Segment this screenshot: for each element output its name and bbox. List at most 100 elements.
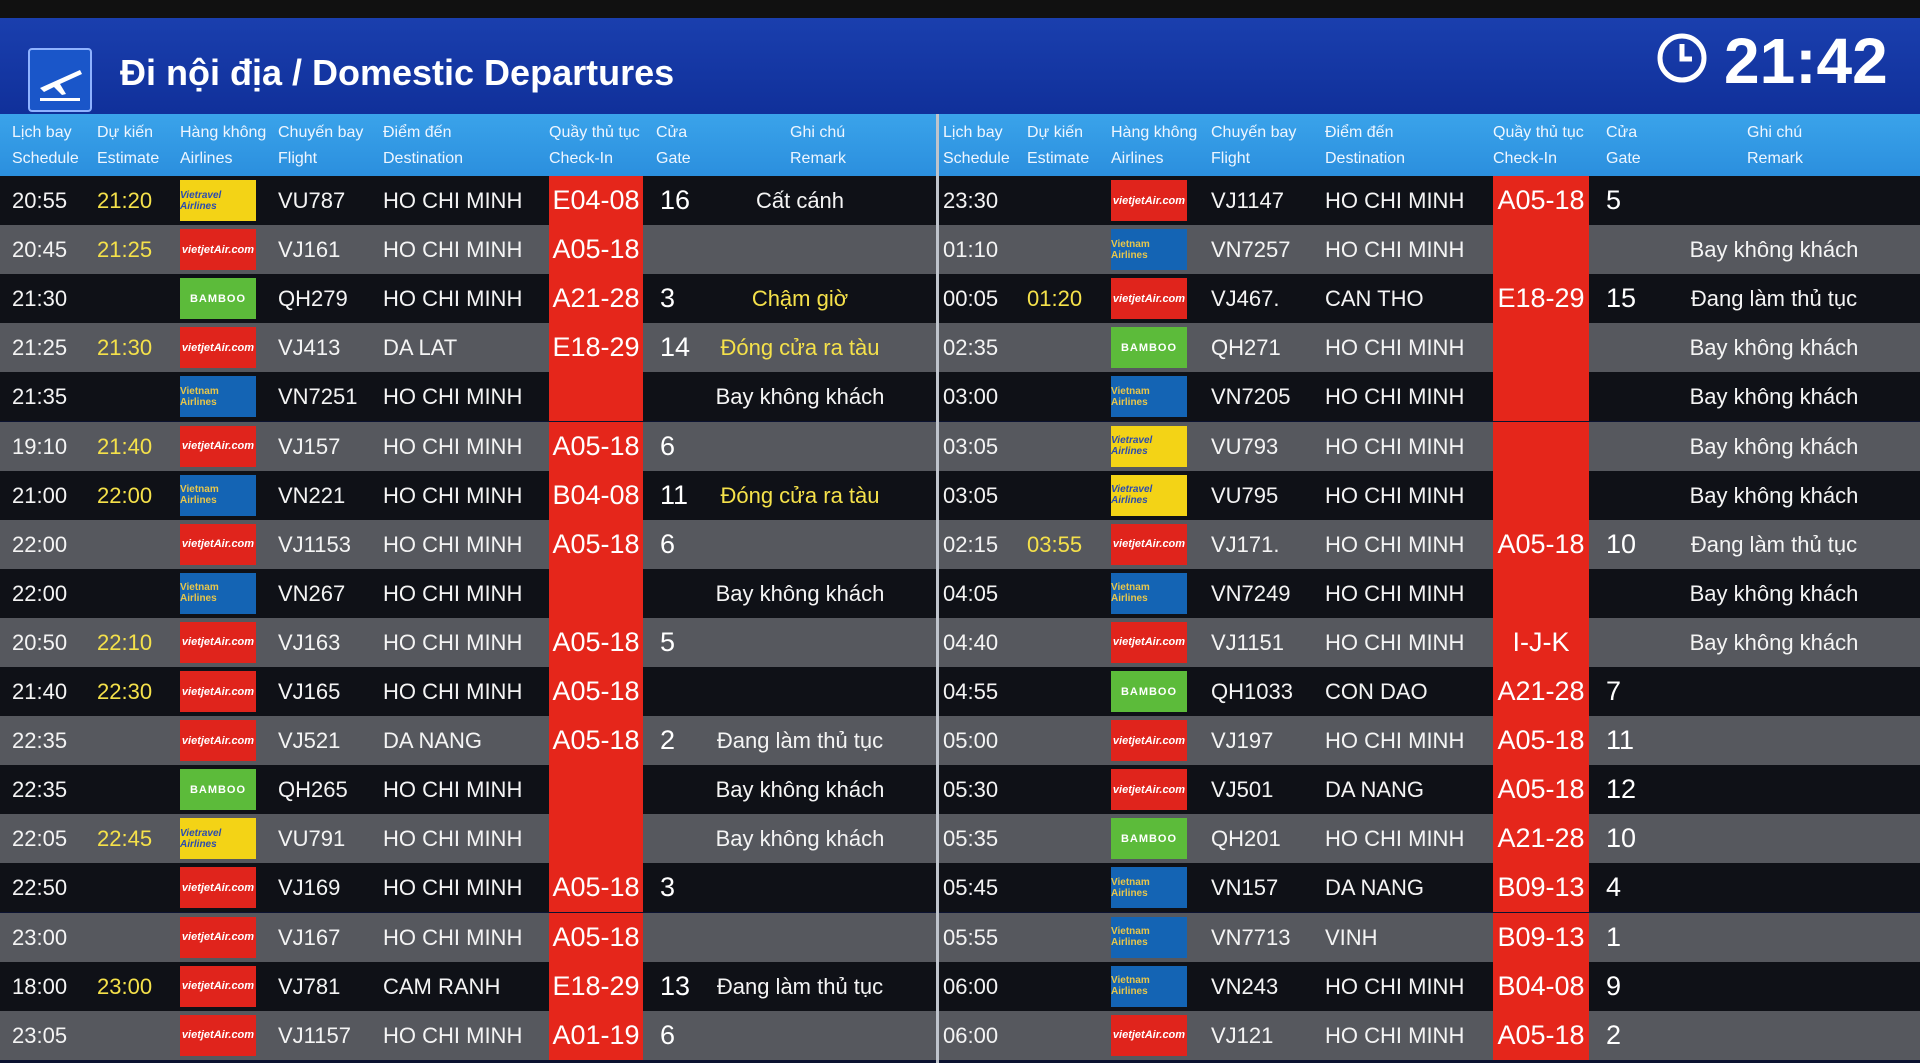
column-header-checkin-en: Check-In [1493,150,1558,167]
flight-number: VU787 [278,188,346,213]
schedule-time: 04:05 [943,580,999,606]
destination: HO CHI MINH [1325,237,1465,263]
remark-text: Cất cánh [755,188,845,213]
destination: DA NANG [1325,777,1425,803]
destination: HO CHI MINH [383,777,523,803]
remark-text [660,225,940,274]
remark-text [660,422,940,471]
flight-row: 22:05 22:45 Vietravel Airlines VU791 HO CHI … [0,814,936,864]
gate-number: 2 [660,725,676,756]
schedule-time: 18:00 [12,973,68,999]
column-header-flight-vi: Chuyến bay [278,124,364,141]
flight-row: 03:00 Vietnam Airlines VN7205 HO CHI MINH Ba… [939,372,1920,422]
destination: DA LAT [383,335,458,361]
checkin-counter [1493,421,1589,471]
remark-text [660,520,940,569]
column-header-schedule: Lịch bay Schedule [12,120,79,172]
remark-text [660,913,940,962]
airline-logo: vietjetAir.com [1111,720,1187,762]
flight-number: VN7249 [1211,580,1291,606]
schedule-time: 01:10 [943,237,999,263]
column-header-row: Lịch bay Schedule Dự kiến Estimate Hàng khôn… [939,114,1920,176]
schedule-time: 21:30 [12,286,68,312]
remark-text [660,1011,940,1060]
column-header-checkin: Quầy thủ tục Check-In [549,120,640,172]
schedule-time: 05:35 [943,826,999,852]
flight-row: 20:45 21:25 vietjetAir.com VJ161 HO CHI MINH… [0,225,936,275]
flight-number: VN243 [1211,973,1279,999]
schedule-time: 23:30 [943,188,999,213]
estimate-time: 03:55 [1027,531,1083,557]
airline-logo: vietjetAir.com [1111,621,1187,663]
estimate-time: 23:00 [97,973,153,999]
gate-number: 1 [1606,921,1622,952]
remark-text: Đang làm thủ tục [716,728,884,754]
schedule-time: 02:15 [943,531,999,557]
remark-text [1639,962,1909,1011]
destination: HO CHI MINH [383,384,523,410]
gate-number: 3 [660,872,676,903]
checkin-counter: A05-18 [1493,176,1589,225]
checkin-counter: A05-18 [1493,765,1589,815]
flight-number: QH265 [278,777,348,803]
remark-text: Bay không khách [715,580,885,606]
remark-text: Đang làm thủ tục [716,973,884,999]
airline-logo: vietjetAir.com [1111,1014,1187,1056]
airline-logo: Vietnam Airlines [180,376,256,418]
airline-logo: Vietravel Airlines [180,818,256,860]
destination: HO CHI MINH [383,924,523,950]
airline-logo: Vietnam Airlines [1111,376,1187,418]
airline-logo: BAMBOO [1111,671,1187,712]
checkin-counter [549,814,643,864]
checkin-counter: A05-18 [549,863,643,913]
airline-logo: vietjetAir.com [180,720,256,762]
flight-row: 18:00 23:00 vietjetAir.com VJ781 CAM RANH E18… [0,961,936,1011]
airline-logo: Vietnam Airlines [1111,965,1187,1007]
gate-number: 12 [1606,774,1637,805]
flight-number: QH271 [1211,335,1281,361]
destination: HO CHI MINH [383,531,523,557]
airline-logo: vietjetAir.com [180,867,256,909]
flight-number: VN7713 [1211,924,1291,950]
destination: HO CHI MINH [383,1022,523,1048]
airline-logo: BAMBOO [1111,818,1187,860]
column-header-remark: Ghi chú Remark [790,120,846,172]
destination: HO CHI MINH [1325,728,1465,754]
airline-logo: Vietnam Airlines [1111,229,1187,271]
column-header-gate: Cửa Gate [1606,120,1641,172]
estimate-time: 01:20 [1027,286,1083,312]
flight-number: VU791 [278,826,346,852]
schedule-time: 21:25 [12,335,68,361]
flight-row: 02:15 03:55 vietjetAir.com VJ171. HO CHI MIN… [939,519,1920,569]
column-header-destination-vi: Điểm đến [383,124,452,141]
flight-row: 04:05 Vietnam Airlines VN7249 HO CHI MINH Ba… [939,568,1920,618]
schedule-time: 22:35 [12,777,68,803]
checkin-counter [549,568,643,618]
column-header-airline-vi: Hàng không [180,124,267,141]
schedule-time: 22:00 [12,531,68,557]
column-header-remark-en: Remark [790,150,847,167]
schedule-time: 21:40 [12,679,68,704]
gate-number: 6 [660,528,676,559]
board-header: Đi nội địa / Domestic Departures 21:42 [0,18,1920,114]
schedule-time: 04:55 [943,679,999,704]
remark-text: Bay không khách [715,384,885,410]
destination: CON DAO [1325,679,1428,704]
gate-number: 7 [1606,676,1622,706]
airline-logo: Vietnam Airlines [1111,572,1187,614]
column-header-flight-en: Flight [1211,150,1251,167]
destination: HO CHI MINH [1325,531,1465,557]
schedule-time: 04:40 [943,629,999,655]
gate-number: 10 [1606,528,1637,559]
remark-text: Bay không khách [1689,482,1859,508]
flight-row: 06:00 vietjetAir.com VJ121 HO CHI MINH A05-1… [939,1010,1920,1060]
destination: HO CHI MINH [1325,580,1465,606]
destination: HO CHI MINH [383,482,523,508]
schedule-time: 03:05 [943,433,999,459]
airline-logo: vietjetAir.com [1111,769,1187,811]
gate-number: 2 [1606,1019,1622,1050]
checkin-counter: A21-28 [549,274,643,324]
flight-row: 22:50 vietjetAir.com VJ169 HO CHI MINH A05-1… [0,863,936,913]
remark-text: Đóng cửa ra tàu [720,335,880,361]
destination: HO CHI MINH [1325,335,1465,361]
